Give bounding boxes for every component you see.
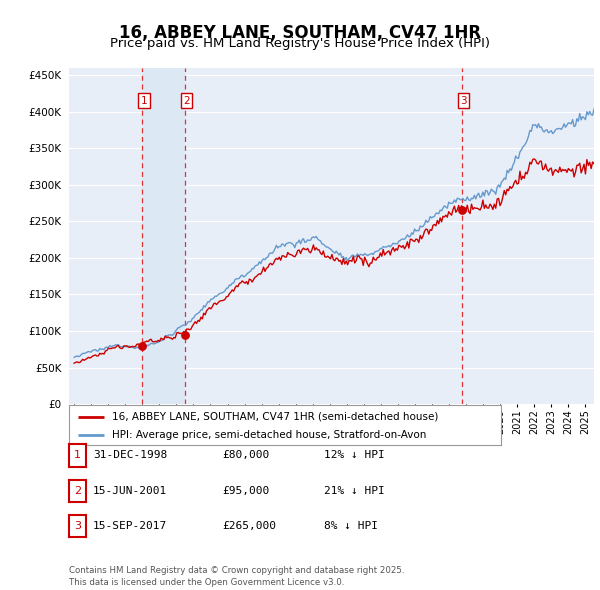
Text: HPI: Average price, semi-detached house, Stratford-on-Avon: HPI: Average price, semi-detached house,… <box>112 431 427 440</box>
Text: 21% ↓ HPI: 21% ↓ HPI <box>324 486 385 496</box>
Text: 15-JUN-2001: 15-JUN-2001 <box>93 486 167 496</box>
Point <box>180 330 190 339</box>
Text: Price paid vs. HM Land Registry's House Price Index (HPI): Price paid vs. HM Land Registry's House … <box>110 37 490 50</box>
Text: 2: 2 <box>74 486 81 496</box>
Text: 15-SEP-2017: 15-SEP-2017 <box>93 522 167 531</box>
Text: 16, ABBEY LANE, SOUTHAM, CV47 1HR (semi-detached house): 16, ABBEY LANE, SOUTHAM, CV47 1HR (semi-… <box>112 412 439 422</box>
Text: 12% ↓ HPI: 12% ↓ HPI <box>324 451 385 460</box>
Text: 1: 1 <box>140 96 147 106</box>
Text: 8% ↓ HPI: 8% ↓ HPI <box>324 522 378 531</box>
Text: 2: 2 <box>183 96 190 106</box>
Text: Contains HM Land Registry data © Crown copyright and database right 2025.
This d: Contains HM Land Registry data © Crown c… <box>69 566 404 587</box>
Text: 1: 1 <box>74 451 81 460</box>
Point <box>137 341 147 350</box>
Text: 3: 3 <box>74 522 81 531</box>
Text: £95,000: £95,000 <box>222 486 269 496</box>
Text: £265,000: £265,000 <box>222 522 276 531</box>
Bar <box>142 68 185 404</box>
Text: 16, ABBEY LANE, SOUTHAM, CV47 1HR: 16, ABBEY LANE, SOUTHAM, CV47 1HR <box>119 24 481 42</box>
Text: £80,000: £80,000 <box>222 451 269 460</box>
Point <box>457 206 467 215</box>
Text: 31-DEC-1998: 31-DEC-1998 <box>93 451 167 460</box>
Text: 3: 3 <box>460 96 467 106</box>
